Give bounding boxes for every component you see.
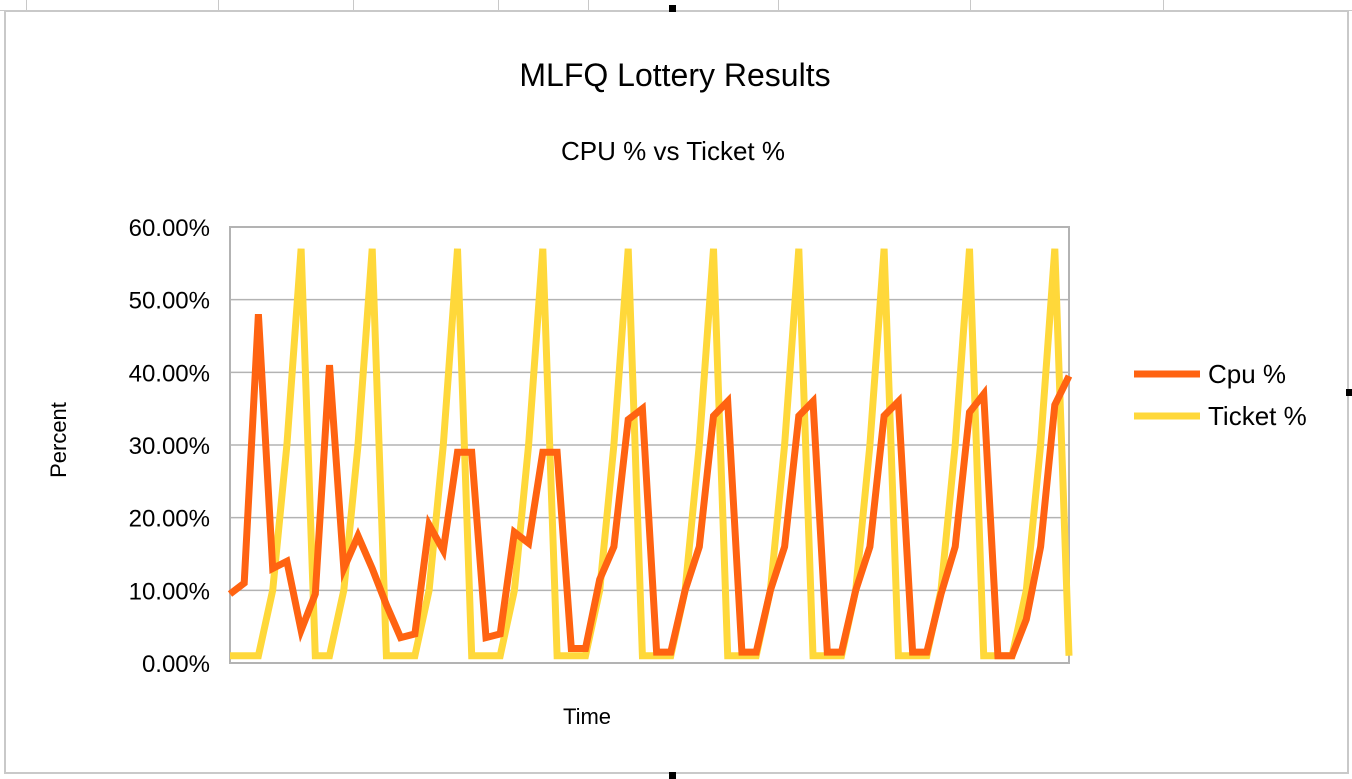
series-line-cpu bbox=[227, 314, 1073, 660]
column-divider bbox=[26, 0, 27, 10]
y-tick-label: 20.00% bbox=[129, 506, 210, 533]
y-tick-label: 40.00% bbox=[129, 360, 210, 387]
legend-label: Ticket % bbox=[1208, 401, 1307, 431]
y-tick-labels: 0.00% 10.00% 20.00% 30.00% 40.00% 50.00% 60.00… bbox=[129, 215, 210, 678]
y-axis-label: Percent bbox=[46, 402, 71, 478]
column-divider bbox=[588, 0, 589, 10]
column-divider bbox=[970, 0, 971, 10]
column-divider bbox=[353, 0, 354, 10]
y-tick-label: 50.00% bbox=[129, 288, 210, 315]
legend: Cpu % Ticket % bbox=[1134, 359, 1307, 431]
chart-frame[interactable] bbox=[4, 10, 1349, 774]
column-divider bbox=[1163, 0, 1164, 10]
series-lines bbox=[227, 248, 1073, 660]
column-divider bbox=[498, 0, 499, 10]
resize-handle-bottom[interactable] bbox=[669, 772, 676, 779]
resize-handle-right[interactable] bbox=[1346, 389, 1352, 396]
y-tick-label: 60.00% bbox=[129, 215, 210, 242]
x-axis-label: Time bbox=[563, 704, 611, 729]
column-divider bbox=[778, 0, 779, 10]
y-tick-label: 0.00% bbox=[142, 651, 210, 678]
y-tick-label: 30.00% bbox=[129, 433, 210, 460]
chart-title: MLFQ Lottery Results bbox=[519, 57, 830, 93]
plot-area-border bbox=[229, 226, 1070, 664]
chart-subtitle: CPU % vs Ticket % bbox=[561, 136, 785, 166]
resize-handle-top[interactable] bbox=[669, 5, 676, 12]
legend-label: Cpu % bbox=[1208, 359, 1286, 389]
column-divider bbox=[218, 0, 219, 10]
y-tick-label: 10.00% bbox=[129, 578, 210, 605]
